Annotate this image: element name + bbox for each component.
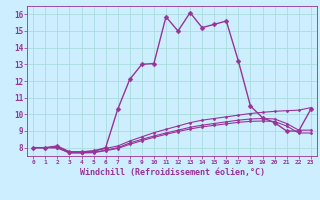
- X-axis label: Windchill (Refroidissement éolien,°C): Windchill (Refroidissement éolien,°C): [79, 168, 265, 177]
